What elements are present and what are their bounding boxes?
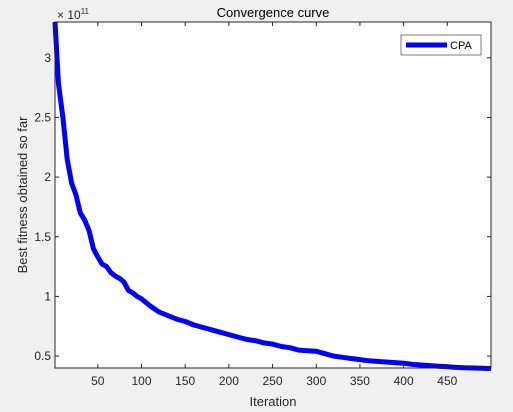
legend: CPA (400, 34, 482, 56)
y-tick-label: 2.5 (34, 110, 51, 124)
series-line-cpa (52, 21, 492, 372)
chart-title: Convergence curve (217, 5, 330, 20)
x-tick-label: 50 (91, 374, 105, 388)
x-tick-label: 350 (350, 374, 370, 388)
series-layer (52, 21, 492, 372)
x-tick-label: 150 (175, 374, 195, 388)
x-axis-label: Iteration (250, 394, 297, 409)
x-tick-label: 450 (437, 374, 457, 388)
legend-label-cpa: CPA (450, 40, 472, 52)
y-axis-label: Best fitness obtained so far (15, 116, 30, 273)
y-tick-label: 0.5 (34, 349, 51, 363)
x-tick-label: 100 (131, 374, 151, 388)
y-tick-label: 2 (44, 170, 51, 184)
x-tick-label: 400 (394, 374, 414, 388)
y-tick-label: 1.5 (34, 230, 51, 244)
y-tick-label: 3 (44, 51, 51, 65)
y-exponent-label: × 1011 (57, 7, 90, 22)
x-tick-label: 250 (263, 374, 283, 388)
y-ticks: 0.5 1 1.5 2 2.5 3 (34, 51, 491, 363)
plot-area (55, 22, 491, 368)
y-exponent-base: × 10 (57, 8, 81, 22)
y-tick-label: 1 (44, 289, 51, 303)
x-tick-label: 300 (306, 374, 326, 388)
y-exponent-power: 11 (81, 7, 90, 16)
x-ticks: 50 100 150 200 250 300 350 400 450 (91, 22, 458, 388)
x-tick-label: 200 (219, 374, 239, 388)
